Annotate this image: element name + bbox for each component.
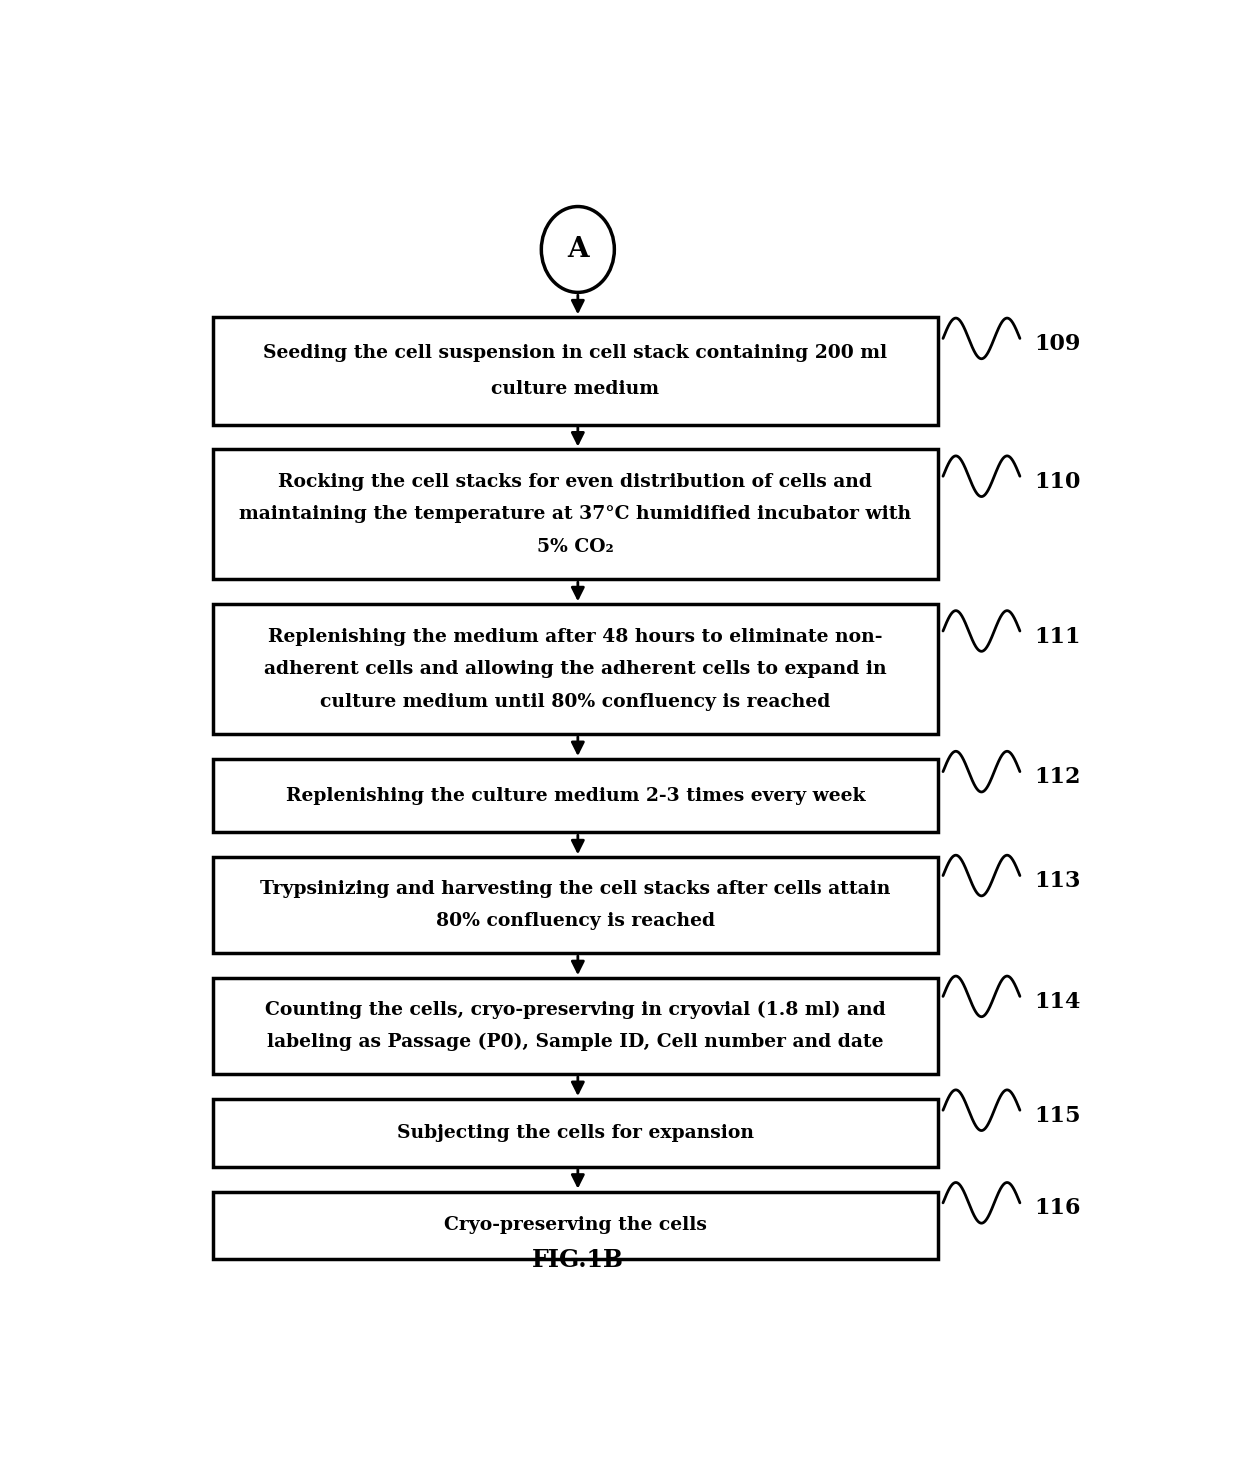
Bar [213,317,939,424]
Bar [213,604,939,734]
Bar [213,449,939,579]
Text: Trypsinizing and harvesting the cell stacks after cells attain: Trypsinizing and harvesting the cell sta… [260,880,890,898]
Text: Counting the cells, cryo-preserving in cryovial (1.8 ml) and: Counting the cells, cryo-preserving in c… [265,1000,885,1020]
Text: 111: 111 [1034,625,1081,647]
Text: Replenishing the medium after 48 hours to eliminate non-: Replenishing the medium after 48 hours t… [268,628,883,645]
Text: Seeding the cell suspension in cell stack containing 200 ml: Seeding the cell suspension in cell stac… [263,343,888,362]
Text: A: A [567,236,589,263]
Bar [213,857,939,954]
Text: maintaining the temperature at 37°C humidified incubator with: maintaining the temperature at 37°C humi… [239,505,911,524]
Text: adherent cells and allowing the adherent cells to expand in: adherent cells and allowing the adherent… [264,660,887,678]
Circle shape [542,207,614,292]
Text: Rocking the cell stacks for even distribution of cells and: Rocking the cell stacks for even distrib… [279,472,873,491]
Text: 113: 113 [1034,870,1081,892]
Text: labeling as Passage (P0), Sample ID, Cell number and date: labeling as Passage (P0), Sample ID, Cel… [267,1033,884,1052]
Text: 80% confluency is reached: 80% confluency is reached [436,912,715,930]
Text: Subjecting the cells for expansion: Subjecting the cells for expansion [397,1124,754,1141]
Text: FIG.1B: FIG.1B [532,1248,624,1272]
Text: Replenishing the culture medium 2-3 times every week: Replenishing the culture medium 2-3 time… [285,786,866,804]
Text: culture medium until 80% confluency is reached: culture medium until 80% confluency is r… [320,692,831,710]
Text: 115: 115 [1034,1105,1081,1127]
Text: 109: 109 [1034,333,1081,355]
Text: culture medium: culture medium [491,380,660,398]
Text: 110: 110 [1034,471,1081,493]
Text: 114: 114 [1034,992,1081,1014]
Text: 112: 112 [1034,766,1081,788]
Bar [213,1191,939,1259]
Bar [213,978,939,1074]
Text: 5% CO₂: 5% CO₂ [537,538,614,556]
Text: Cryo-preserving the cells: Cryo-preserving the cells [444,1216,707,1234]
Text: 116: 116 [1034,1197,1081,1219]
Bar [213,1099,939,1166]
Bar [213,758,939,832]
